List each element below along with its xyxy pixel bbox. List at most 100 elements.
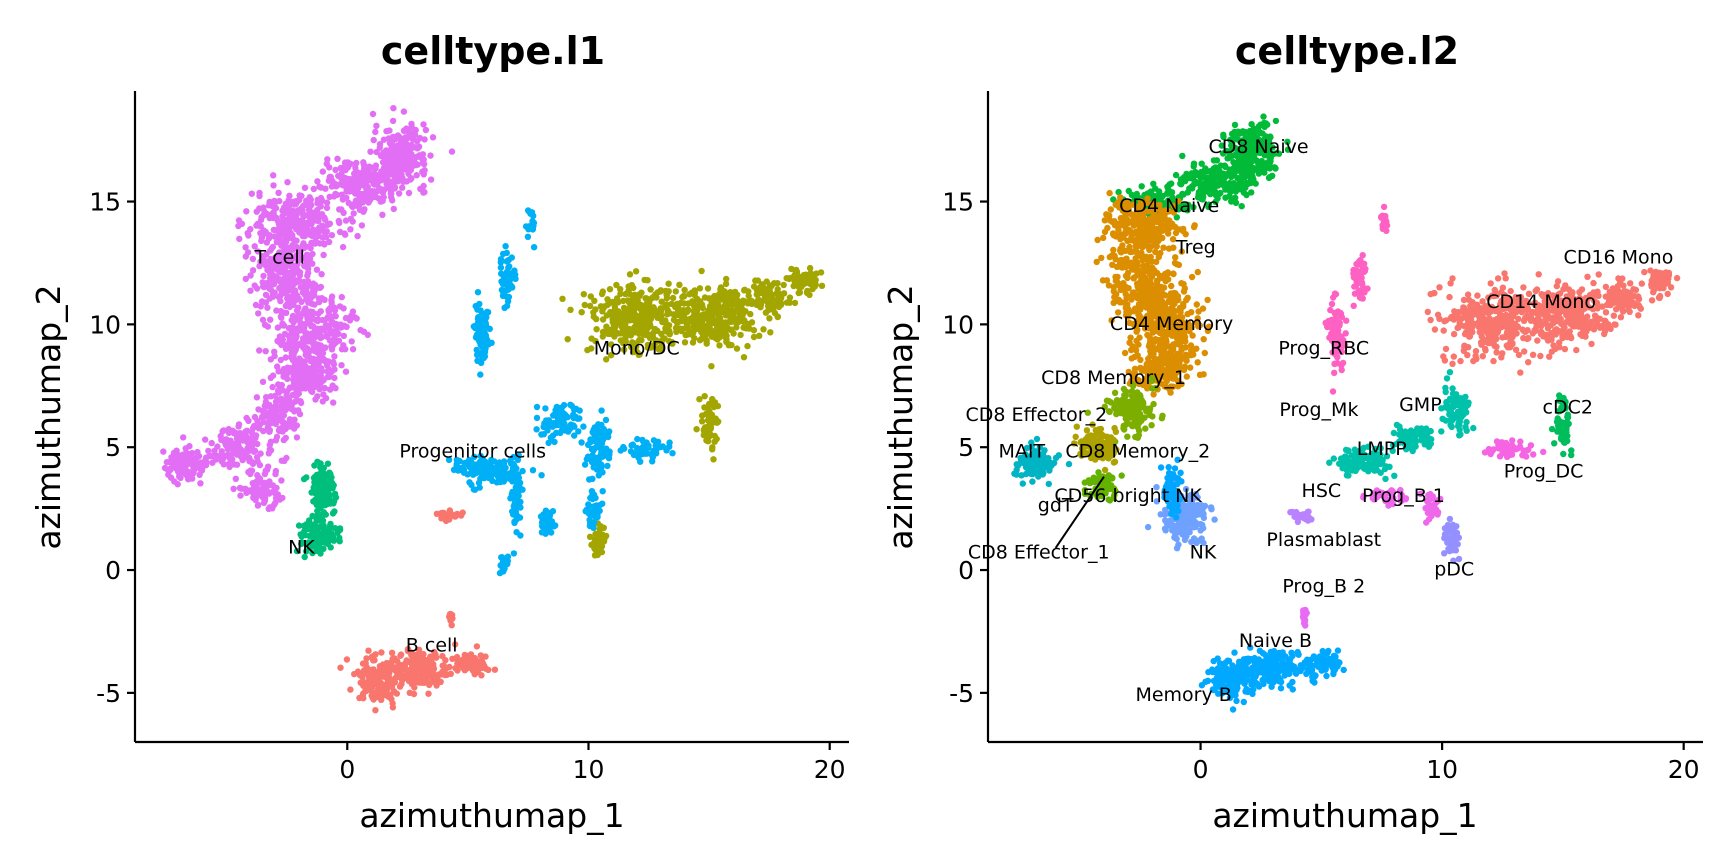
point xyxy=(284,179,291,186)
point xyxy=(1111,218,1118,225)
point xyxy=(379,211,386,218)
point xyxy=(347,686,354,693)
point xyxy=(310,323,317,330)
point xyxy=(289,242,296,249)
point xyxy=(279,322,286,329)
point xyxy=(664,311,671,318)
point xyxy=(553,429,560,436)
point xyxy=(1156,227,1164,234)
point xyxy=(396,160,403,168)
point xyxy=(217,432,224,440)
point xyxy=(592,306,599,313)
point xyxy=(389,655,396,662)
point xyxy=(396,683,404,690)
point xyxy=(375,670,382,677)
point xyxy=(1125,187,1133,195)
point xyxy=(292,220,299,227)
point xyxy=(1272,117,1280,125)
point xyxy=(265,202,273,209)
point xyxy=(320,251,327,259)
x-tick-label: 10 xyxy=(573,755,605,784)
point xyxy=(1207,182,1214,189)
point xyxy=(405,189,413,197)
point xyxy=(484,309,492,316)
point xyxy=(486,462,493,469)
point xyxy=(367,148,374,155)
point xyxy=(245,232,252,239)
point xyxy=(257,230,264,237)
point xyxy=(258,234,266,242)
point xyxy=(599,488,606,495)
point xyxy=(312,372,320,380)
point xyxy=(236,235,243,243)
point xyxy=(242,253,249,260)
point xyxy=(382,682,389,690)
point xyxy=(1248,158,1255,165)
point xyxy=(622,290,629,298)
point xyxy=(380,194,387,201)
point xyxy=(812,276,819,284)
point xyxy=(1146,232,1153,239)
point xyxy=(243,428,250,435)
point xyxy=(325,486,333,493)
point xyxy=(262,467,269,474)
point xyxy=(590,313,597,320)
point xyxy=(269,505,276,512)
point xyxy=(251,243,258,250)
point xyxy=(1165,230,1172,237)
point xyxy=(420,121,427,128)
point xyxy=(317,546,325,553)
point xyxy=(604,462,611,470)
point xyxy=(259,413,266,420)
point xyxy=(285,282,292,289)
point xyxy=(499,558,507,565)
point xyxy=(386,127,393,134)
point xyxy=(455,467,462,474)
point xyxy=(561,414,568,421)
point xyxy=(505,264,512,271)
point xyxy=(551,438,558,446)
point xyxy=(639,321,646,329)
point xyxy=(467,651,475,658)
point xyxy=(646,299,653,306)
y-tick-label: 0 xyxy=(105,556,121,585)
point xyxy=(316,474,323,481)
point xyxy=(319,168,326,175)
point xyxy=(595,421,602,428)
point xyxy=(260,283,268,291)
point xyxy=(669,294,677,302)
point xyxy=(1185,174,1192,182)
point xyxy=(331,334,338,341)
point xyxy=(254,440,261,448)
point xyxy=(448,148,456,155)
point xyxy=(542,405,549,412)
point xyxy=(361,175,369,183)
point xyxy=(598,290,606,298)
panel-title: celltype.l2 xyxy=(1235,29,1459,73)
point xyxy=(533,403,541,411)
point xyxy=(347,226,354,233)
point xyxy=(389,700,396,707)
point xyxy=(475,479,483,487)
point xyxy=(327,478,334,485)
point xyxy=(338,362,345,369)
point xyxy=(392,169,400,176)
point xyxy=(1138,183,1145,190)
point xyxy=(681,293,688,300)
point xyxy=(325,238,333,246)
point xyxy=(628,281,635,289)
point xyxy=(489,467,496,475)
point xyxy=(249,460,257,468)
point xyxy=(533,426,540,433)
point xyxy=(285,206,292,214)
point xyxy=(278,477,285,484)
point xyxy=(600,428,607,435)
point xyxy=(300,323,307,330)
point xyxy=(326,305,334,312)
point xyxy=(364,331,371,338)
point xyxy=(728,326,735,333)
point xyxy=(1172,171,1180,179)
point xyxy=(1104,224,1111,232)
point xyxy=(1148,220,1155,227)
